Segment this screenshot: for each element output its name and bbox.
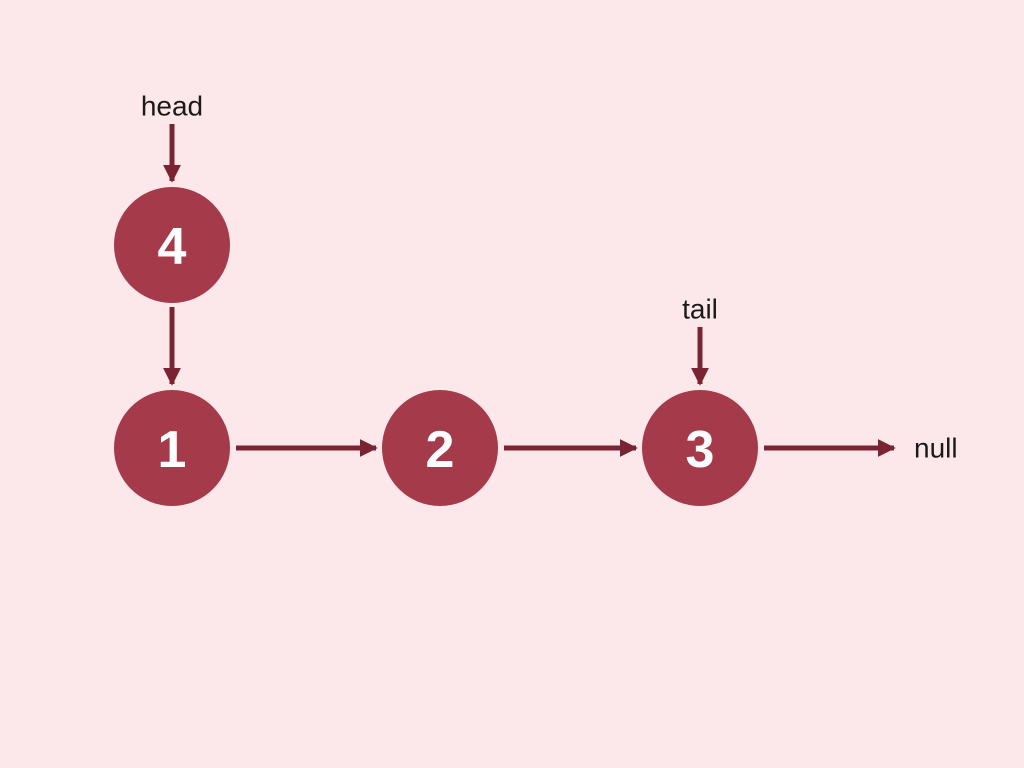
list-node: 3 [642,390,758,506]
pointer-label: head [141,91,203,122]
node-value: 3 [686,421,715,479]
pointer-label: tail [682,294,718,325]
edges-layer: null [172,307,958,464]
list-node: 1 [114,390,230,506]
node-value: 1 [158,421,187,479]
list-node: 4 [114,187,230,303]
node-value: 2 [426,421,455,479]
list-node: 2 [382,390,498,506]
nodes-layer: 4 1 2 3 [114,187,758,506]
null-label: null [914,433,958,464]
linked-list-diagram: null head tail 4 1 2 3 [0,0,1024,768]
node-value: 4 [158,218,187,276]
